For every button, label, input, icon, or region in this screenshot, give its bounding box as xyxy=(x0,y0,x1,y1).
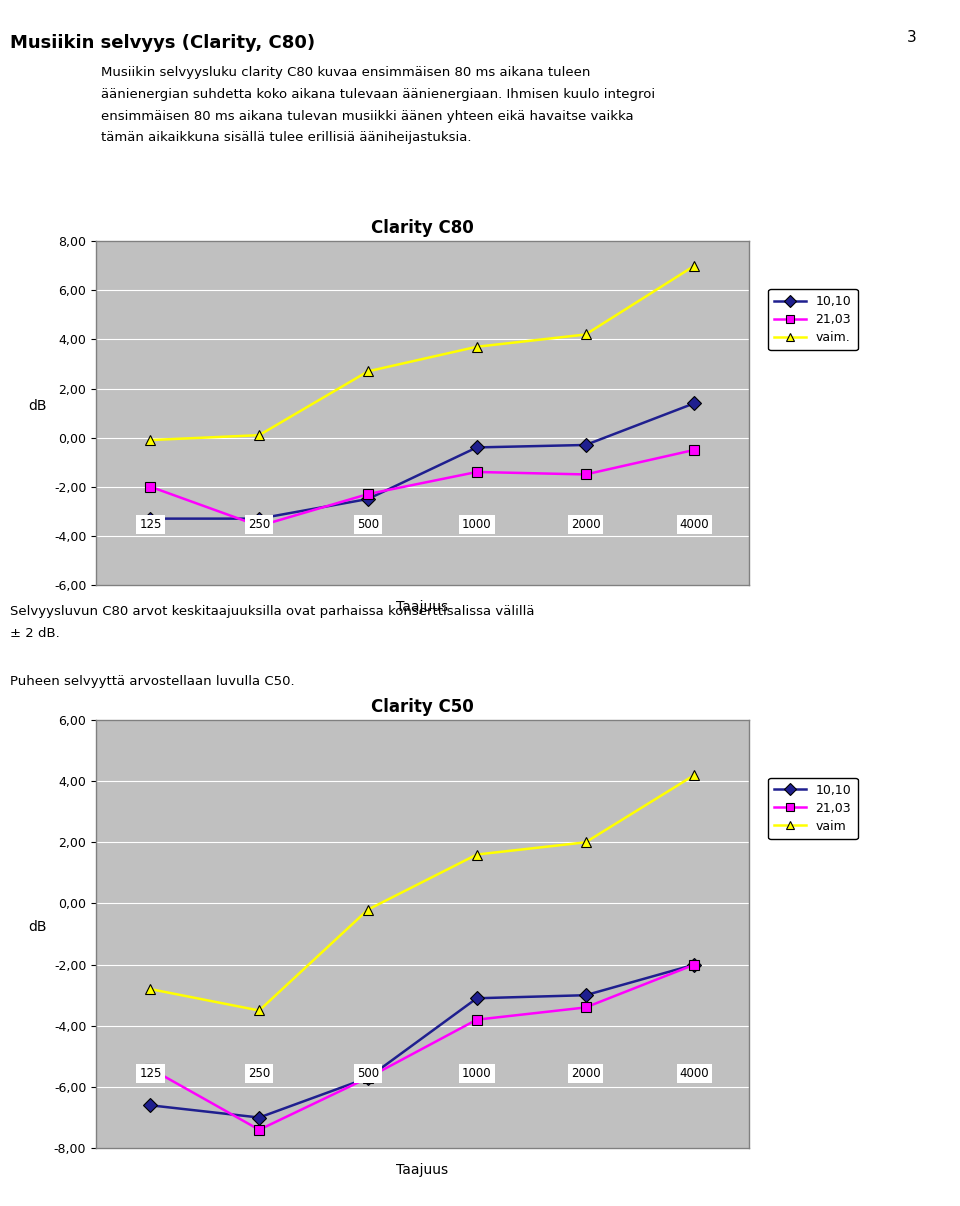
Text: 1000: 1000 xyxy=(462,519,492,532)
Text: 125: 125 xyxy=(139,519,161,532)
21,03 xyxy=(253,519,265,533)
Text: 1000: 1000 xyxy=(462,1066,492,1079)
vaim xyxy=(580,835,591,849)
vaim. xyxy=(580,327,591,341)
Legend: 10,10, 21,03, vaim.: 10,10, 21,03, vaim. xyxy=(768,288,857,350)
Y-axis label: dB: dB xyxy=(28,920,46,933)
Text: 3: 3 xyxy=(907,30,917,45)
vaim. xyxy=(145,433,156,447)
vaim xyxy=(253,1003,265,1018)
21,03 xyxy=(362,487,373,502)
X-axis label: Taajuus: Taajuus xyxy=(396,601,448,614)
21,03 xyxy=(145,1061,156,1076)
10,10 xyxy=(580,988,591,1002)
10,10 xyxy=(145,1097,156,1112)
Text: 4000: 4000 xyxy=(680,519,709,532)
vaim. xyxy=(471,340,483,355)
Text: ensimmäisen 80 ms aikana tulevan musiikki äänen yhteen eikä havaitse vaikka: ensimmäisen 80 ms aikana tulevan musiikk… xyxy=(101,110,634,123)
vaim. xyxy=(253,428,265,443)
Text: äänienergian suhdetta koko aikana tulevaan äänienergiaan. Ihmisen kuulo integroi: äänienergian suhdetta koko aikana tuleva… xyxy=(101,88,655,101)
10,10 xyxy=(580,438,591,452)
Line: 21,03: 21,03 xyxy=(146,960,699,1135)
10,10 xyxy=(145,511,156,526)
21,03 xyxy=(253,1123,265,1137)
21,03 xyxy=(145,480,156,494)
21,03 xyxy=(580,1000,591,1014)
10,10 xyxy=(471,991,483,1006)
vaim. xyxy=(362,364,373,379)
10,10 xyxy=(253,1111,265,1125)
Text: Musiikin selvyys (Clarity, C80): Musiikin selvyys (Clarity, C80) xyxy=(10,34,315,52)
vaim. xyxy=(688,258,700,273)
Text: 500: 500 xyxy=(357,1066,379,1079)
Text: Selvyysluvun C80 arvot keskitaajuuksilla ovat parhaissa konserttisalissa välillä: Selvyysluvun C80 arvot keskitaajuuksilla… xyxy=(10,605,534,619)
Text: 2000: 2000 xyxy=(571,1066,600,1079)
vaim xyxy=(688,768,700,783)
vaim xyxy=(362,902,373,917)
21,03 xyxy=(688,958,700,972)
Text: Puheen selvyyttä arvostellaan luvulla C50.: Puheen selvyyttä arvostellaan luvulla C5… xyxy=(10,675,294,687)
21,03 xyxy=(471,464,483,479)
10,10 xyxy=(253,511,265,526)
21,03 xyxy=(471,1013,483,1028)
Line: vaim: vaim xyxy=(146,771,699,1015)
Text: Musiikin selvyysluku clarity C80 kuvaa ensimmäisen 80 ms aikana tuleen: Musiikin selvyysluku clarity C80 kuvaa e… xyxy=(101,66,590,80)
Text: tämän aikaikkuna sisällä tulee erillisiä ääniheijastuksia.: tämän aikaikkuna sisällä tulee erillisiä… xyxy=(101,131,471,145)
Text: 250: 250 xyxy=(248,1066,271,1079)
Text: 4000: 4000 xyxy=(680,1066,709,1079)
10,10 xyxy=(362,492,373,507)
Title: Clarity C50: Clarity C50 xyxy=(371,697,474,715)
21,03 xyxy=(362,1071,373,1085)
vaim xyxy=(471,848,483,862)
Text: 2000: 2000 xyxy=(571,519,600,532)
10,10 xyxy=(688,958,700,972)
Line: vaim.: vaim. xyxy=(146,260,699,445)
Legend: 10,10, 21,03, vaim: 10,10, 21,03, vaim xyxy=(768,778,857,839)
vaim xyxy=(145,982,156,996)
Text: 250: 250 xyxy=(248,519,271,532)
Y-axis label: dB: dB xyxy=(28,399,46,412)
Text: 125: 125 xyxy=(139,1066,161,1079)
Text: 500: 500 xyxy=(357,519,379,532)
10,10 xyxy=(471,440,483,455)
Line: 10,10: 10,10 xyxy=(146,398,699,523)
Line: 21,03: 21,03 xyxy=(146,445,699,531)
Text: ± 2 dB.: ± 2 dB. xyxy=(10,627,60,640)
21,03 xyxy=(580,467,591,481)
X-axis label: Taajuus: Taajuus xyxy=(396,1164,448,1177)
10,10 xyxy=(688,396,700,410)
Title: Clarity C80: Clarity C80 xyxy=(371,218,474,236)
10,10 xyxy=(362,1071,373,1085)
21,03 xyxy=(688,443,700,457)
Line: 10,10: 10,10 xyxy=(146,960,699,1123)
